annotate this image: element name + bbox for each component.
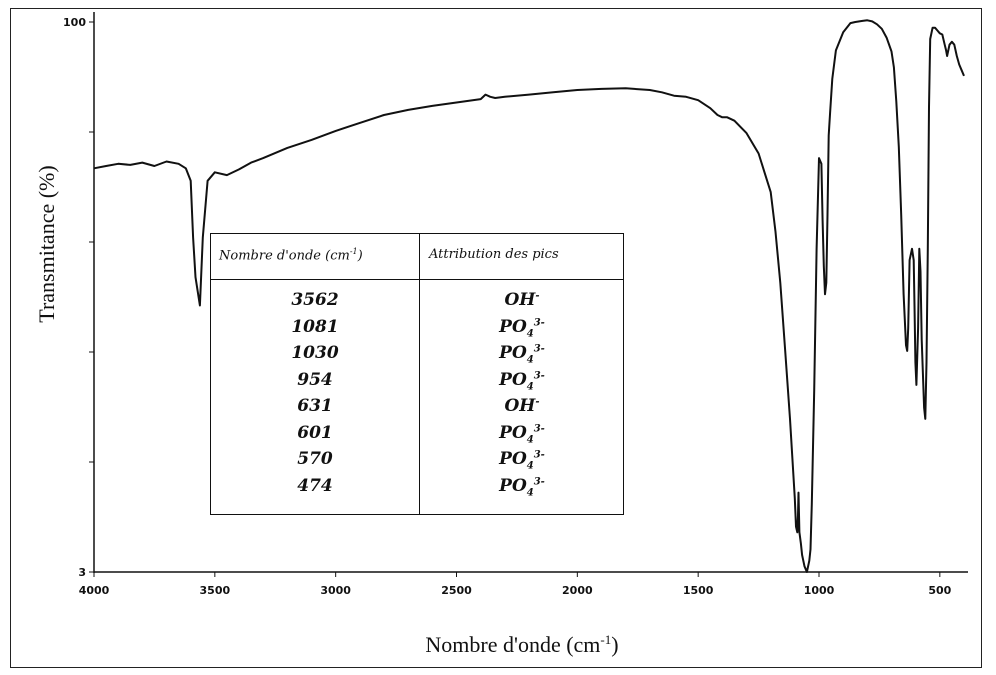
x-tick-label: 1500 [683,584,714,597]
table-row: 1030 PO43- [211,341,623,368]
table-row: 601 PO43- [211,421,623,448]
series-layer [93,19,965,573]
peak-assignment-table: Nombre d'onde (cm-1) Attribution des pic… [210,233,624,515]
figure-frame [10,8,982,668]
table-header: Nombre d'onde (cm-1) Attribution des pic… [211,234,623,280]
attribution-cell: PO43- [499,316,545,339]
table-row: 474 PO43- [211,474,623,501]
wavenumber-cell: 601 [297,422,333,443]
x-tick-label: 2500 [441,584,472,597]
axes [93,12,968,573]
table-column-divider [419,234,420,514]
y-tick-label: 100 [63,16,86,29]
table-row: 954 PO43- [211,368,623,395]
table-row: 570 PO43- [211,447,623,474]
wavenumber-cell: 570 [297,449,333,469]
x-axis-title: Nombre d'onde (cm-1) [425,632,618,657]
x-tick-label: 2000 [562,584,593,597]
wavenumber-cell: 631 [297,396,333,416]
y-axis-title: Transmitance (%) [34,165,59,322]
attribution-cell: OH- [504,290,540,310]
attribution-cell: OH- [504,396,540,416]
x-tick-label: 3500 [200,584,231,597]
table-body: 3562 OH- 1081 PO43- 1030 PO43- 954 PO43- 631 OH- 6… [211,288,623,500]
x-tick-label: 4000 [79,584,110,597]
wavenumber-cell: 1081 [291,316,339,337]
header-attribution: Attribution des pics [429,247,559,262]
wavenumber-cell: 474 [297,475,333,496]
x-tick-label: 3000 [320,584,351,597]
wavenumber-cell: 954 [297,369,333,390]
header-wavenumber: Nombre d'onde (cm-1) [219,247,363,264]
x-axis-ticks: 4000 3500 3000 2500 2000 1500 1000 500 [79,572,952,597]
x-tick-label: 1000 [804,584,835,597]
wavenumber-cell: 1030 [291,343,339,363]
attribution-cell: PO43- [499,475,545,498]
table-row: 3562 OH- [211,288,623,315]
attribution-cell: PO43- [499,369,545,392]
x-tick-label: 500 [928,584,951,597]
attribution-cell: PO43- [499,449,545,472]
spectrum-line [93,19,965,573]
y-tick-label: 3 [78,566,86,579]
y-axis-ticks: 100 3 [63,16,94,579]
attribution-cell: PO43- [499,343,545,366]
attribution-cell: PO43- [499,422,545,445]
table-row: 631 OH- [211,394,623,421]
wavenumber-cell: 3562 [291,290,339,310]
table-row: 1081 PO43- [211,315,623,342]
